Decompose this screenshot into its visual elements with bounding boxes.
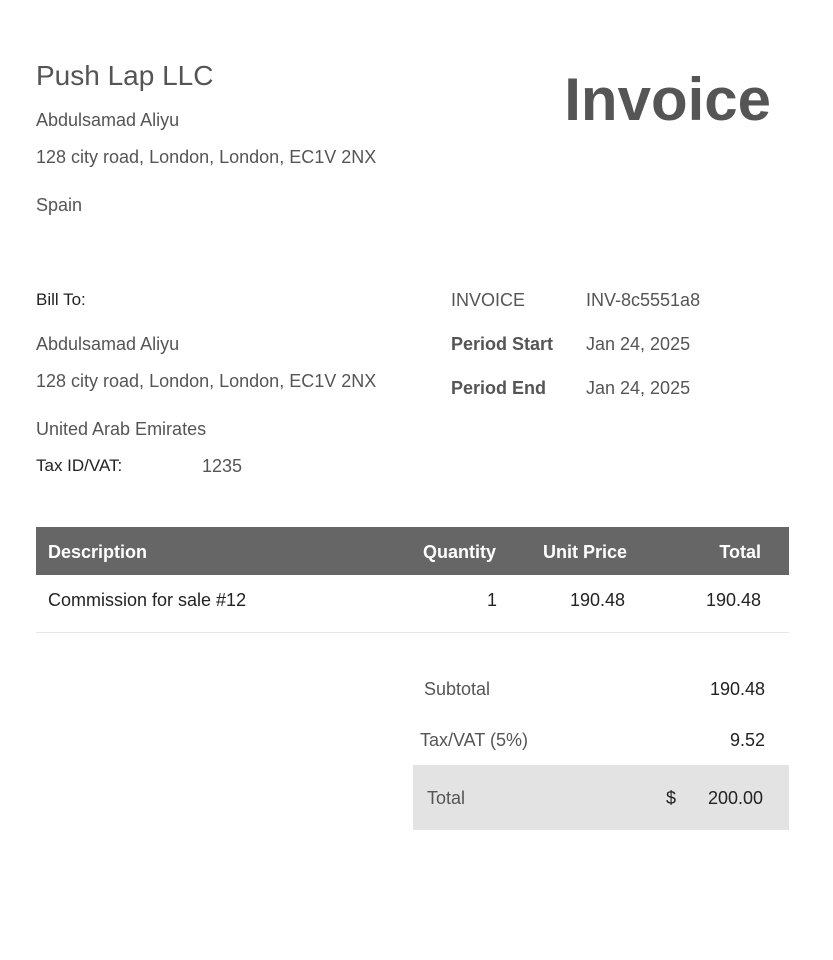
invoice-number-label: INVOICE [451,290,526,310]
tax-label: Tax/VAT (5%) [420,730,529,750]
row-quantity: 1 [486,590,497,610]
total-box [413,765,789,830]
bill-to-address: 128 city road, London, London, EC1V 2NX [36,371,377,391]
period-end-value: Jan 24, 2025 [586,378,691,398]
header-quantity: Quantity [423,542,497,562]
header-total: Total [719,542,761,562]
invoice-title: Invoice [564,66,771,133]
invoice-number-value: INV-8c5551a8 [586,290,701,310]
row-unit-price: 190.48 [569,590,625,610]
period-start-value: Jan 24, 2025 [586,334,691,354]
row-description: Commission for sale #12 [48,590,247,610]
header-description: Description [48,542,148,562]
row-divider [36,632,789,633]
seller-address: 128 city road, London, London, EC1V 2NX [36,147,377,167]
table-header: Description Quantity Unit Price Total [36,527,789,575]
seller-country: Spain [36,195,83,215]
bill-to-country: United Arab Emirates [36,419,207,439]
total-value: 200.00 [707,788,763,808]
seller-name: Abdulsamad Aliyu [36,110,180,130]
seller-company: Push Lap LLC [36,60,214,91]
tax-value: 9.52 [729,730,765,750]
bill-to-name: Abdulsamad Aliyu [36,334,180,354]
total-label: Total [427,788,466,808]
header-unit-price: Unit Price [543,542,628,562]
row-total: 190.48 [705,590,761,610]
tax-id-label: Tax ID/VAT: [36,456,123,475]
bill-to-label: Bill To: [36,290,86,309]
subtotal-value: 190.48 [709,679,765,699]
currency-symbol: $ [666,788,677,808]
period-end-label: Period End [451,378,547,398]
tax-id-value: 1235 [202,456,243,476]
subtotal-label: Subtotal [424,679,491,699]
period-start-label: Period Start [451,334,554,354]
